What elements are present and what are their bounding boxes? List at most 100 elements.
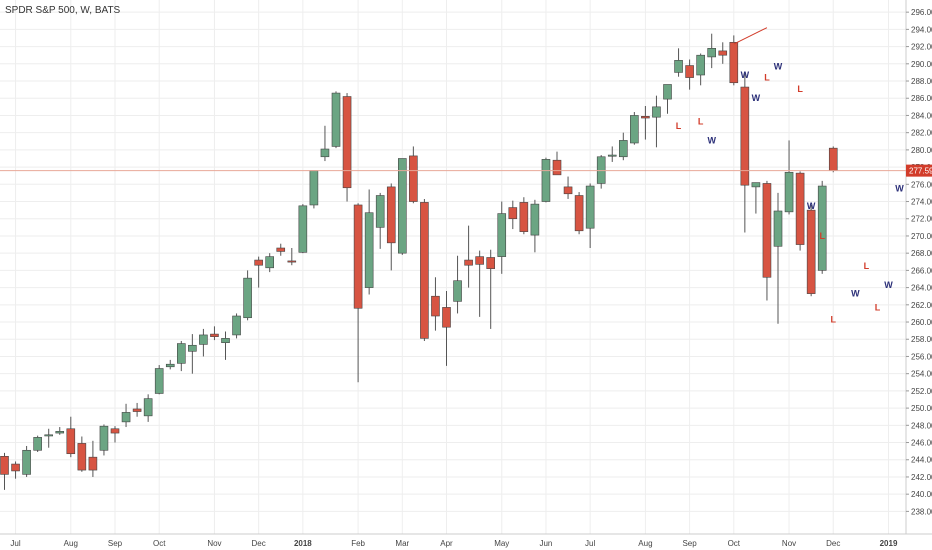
grid-lines	[0, 0, 906, 534]
y-tick-label: 282.00	[911, 129, 932, 138]
candle	[431, 277, 440, 331]
x-tick-label: Nov	[782, 539, 796, 548]
candle	[55, 427, 65, 435]
candle	[630, 112, 639, 145]
candle-body-down	[475, 256, 484, 265]
candle-body-down	[464, 259, 473, 266]
y-tick-label: 288.00	[911, 77, 932, 86]
candle	[386, 183, 396, 271]
y-tick-label: 292.00	[911, 43, 932, 52]
candle	[596, 155, 606, 189]
marker-l: L	[875, 302, 881, 312]
candle	[66, 416, 76, 458]
candle-body-down	[762, 183, 772, 278]
candle-body-up	[143, 398, 153, 417]
candle-body-down	[519, 202, 529, 232]
x-tick-label: Dec	[252, 539, 266, 548]
candle-body-down	[431, 295, 440, 317]
marker-l: L	[831, 314, 837, 324]
candle	[541, 157, 551, 203]
y-tick-label: 294.00	[911, 25, 932, 34]
candle-body-up	[55, 431, 65, 434]
candle	[243, 270, 252, 321]
candle	[132, 402, 142, 417]
candle	[33, 435, 42, 453]
x-tick-label: Jul	[10, 539, 20, 548]
candle	[685, 59, 694, 90]
candle-body-up	[243, 277, 252, 319]
candle	[232, 313, 241, 339]
candle	[11, 461, 20, 479]
candle-body-up	[375, 195, 385, 228]
candle	[154, 365, 164, 395]
candle-body-up	[320, 148, 330, 158]
y-tick-label: 284.00	[911, 111, 932, 120]
marker-l: L	[797, 84, 803, 94]
candle-body-down	[66, 428, 76, 455]
candle	[375, 192, 385, 249]
candle-body-down	[0, 456, 9, 475]
candle-body-down	[11, 463, 20, 472]
overlay	[0, 27, 906, 172]
candle-body-down	[342, 96, 352, 189]
candle-body-down	[552, 159, 562, 176]
candle-body-up	[33, 437, 42, 451]
candle-body-down	[641, 116, 650, 119]
x-tick-label: Feb	[351, 539, 365, 548]
candle-body-down	[110, 428, 120, 434]
y-tick-label: 290.00	[911, 60, 932, 69]
candle-body-up	[652, 106, 661, 118]
candle-body-down	[508, 207, 518, 220]
candle	[331, 91, 341, 149]
candle-body-up	[121, 412, 131, 423]
axis-panel	[906, 0, 932, 534]
candle-body-down	[409, 155, 418, 202]
candle	[342, 93, 352, 202]
candle	[210, 326, 219, 341]
candle	[817, 180, 827, 274]
candle	[674, 48, 683, 77]
candle-body-down	[442, 307, 451, 328]
marker-w: W	[707, 135, 716, 145]
candle-body-up	[44, 434, 54, 437]
candle	[320, 125, 330, 162]
candle	[298, 204, 308, 254]
candle-body-up	[188, 344, 197, 352]
candle	[530, 199, 540, 253]
candle	[806, 204, 816, 297]
candle	[309, 170, 319, 209]
marker-l: L	[764, 73, 770, 83]
last-price-label: 277.59	[909, 167, 932, 176]
x-tick-label: May	[494, 539, 509, 548]
candle	[44, 428, 54, 448]
trend-line	[733, 27, 768, 45]
candle-body-up	[232, 315, 241, 336]
chart-title: SPDR S&P 500, W, BATS	[5, 5, 121, 16]
candle-body-down	[420, 202, 429, 339]
candle	[77, 436, 87, 472]
x-tick-label: Jun	[539, 539, 552, 548]
candle	[0, 452, 9, 490]
y-tick-label: 250.00	[911, 404, 932, 413]
candle-body-up	[618, 140, 628, 158]
last-price-tag: 277.59	[906, 164, 932, 177]
candle	[397, 158, 407, 255]
candle-body-up	[221, 338, 230, 343]
candle	[353, 203, 363, 383]
candle	[165, 359, 175, 370]
candle-body-up	[674, 60, 683, 73]
y-tick-label: 296.00	[911, 8, 932, 17]
candle	[828, 146, 838, 173]
candle	[409, 146, 418, 204]
candle	[420, 198, 429, 341]
candle-body-up	[530, 203, 540, 236]
candle	[641, 105, 650, 140]
candles	[0, 33, 838, 490]
y-tick-label: 248.00	[911, 421, 932, 430]
candle	[364, 189, 374, 295]
candle	[795, 171, 805, 251]
candle	[707, 33, 717, 69]
last-price-badge	[906, 164, 932, 177]
candle	[652, 95, 661, 148]
